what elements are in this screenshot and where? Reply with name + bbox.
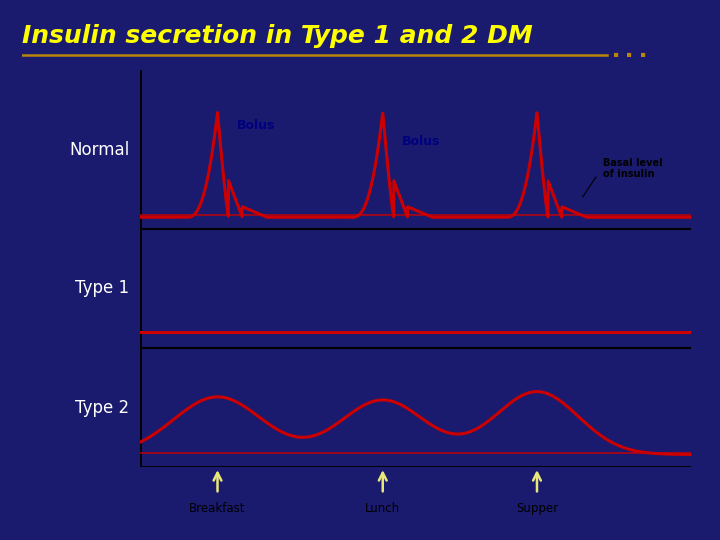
Text: Basal level
of insulin: Basal level of insulin <box>603 158 662 179</box>
Text: Bolus: Bolus <box>237 119 275 132</box>
Text: Supper: Supper <box>516 502 558 515</box>
Text: Type 1: Type 1 <box>76 280 130 298</box>
Text: Insulin secretion in Type 1 and 2 DM: Insulin secretion in Type 1 and 2 DM <box>22 24 532 48</box>
Text: Type 2: Type 2 <box>76 399 130 416</box>
Text: Normal: Normal <box>69 140 130 159</box>
Text: Bolus: Bolus <box>402 135 441 148</box>
Text: Breakfast: Breakfast <box>189 502 246 515</box>
Text: Lunch: Lunch <box>365 502 400 515</box>
